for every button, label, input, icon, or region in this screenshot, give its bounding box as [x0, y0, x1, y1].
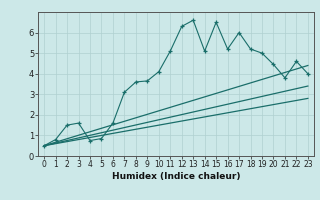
X-axis label: Humidex (Indice chaleur): Humidex (Indice chaleur) [112, 172, 240, 181]
